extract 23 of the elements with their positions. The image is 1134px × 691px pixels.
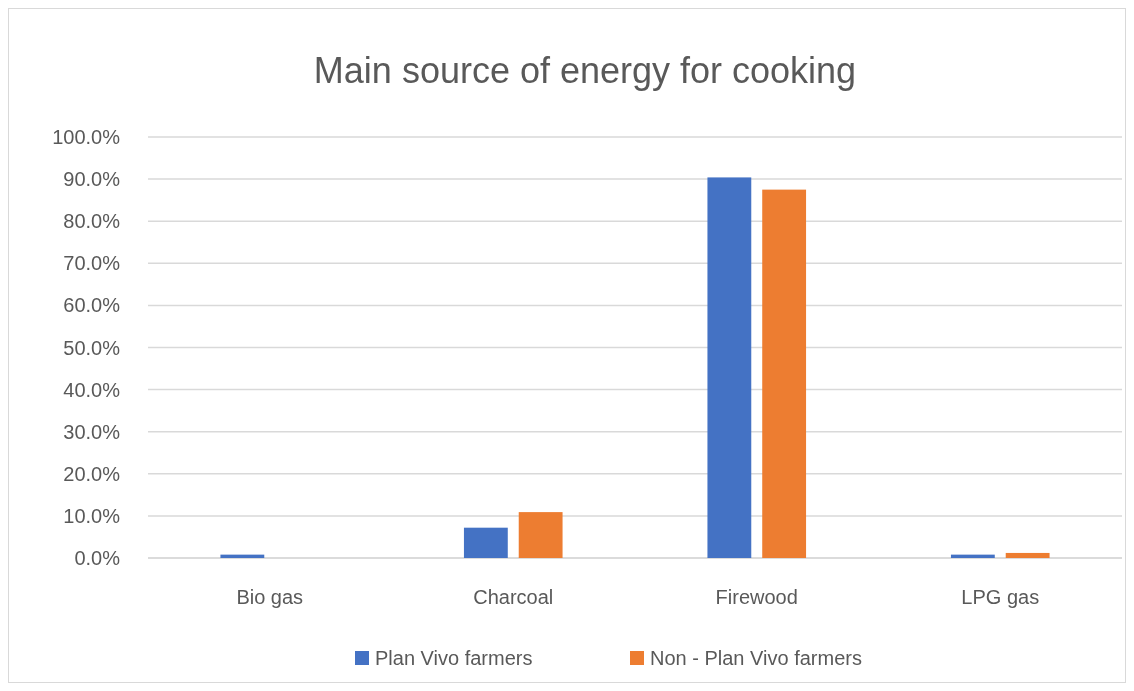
x-tick-label: LPG gas [961, 586, 1040, 608]
y-tick-label: 70.0% [63, 252, 121, 275]
y-tick-label: 20.0% [63, 462, 121, 485]
y-tick-label: 90.0% [63, 168, 121, 191]
y-tick-label: 10.0% [63, 504, 121, 527]
y-tick-label: 60.0% [63, 294, 121, 317]
y-tick-label: 50.0% [63, 336, 121, 359]
chart-title: Main source of energy for cooking [313, 50, 857, 91]
bar [518, 512, 563, 558]
y-tick-label: 40.0% [63, 378, 121, 401]
bar [707, 177, 752, 558]
bar [463, 527, 508, 558]
x-tick-label: Firewood [715, 586, 798, 608]
legend-label: Non - Plan Vivo farmers [650, 647, 862, 669]
y-tick-label: 80.0% [63, 210, 121, 233]
bar [762, 189, 807, 558]
legend-label: Plan Vivo farmers [375, 647, 533, 669]
bar [1005, 552, 1050, 558]
y-tick-label: 0.0% [74, 547, 121, 569]
x-tick-label: Bio gas [236, 586, 304, 608]
y-tick-label: 30.0% [63, 420, 121, 443]
y-tick-label: 100.0% [52, 126, 121, 148]
x-tick-label: Charcoal [473, 586, 554, 608]
